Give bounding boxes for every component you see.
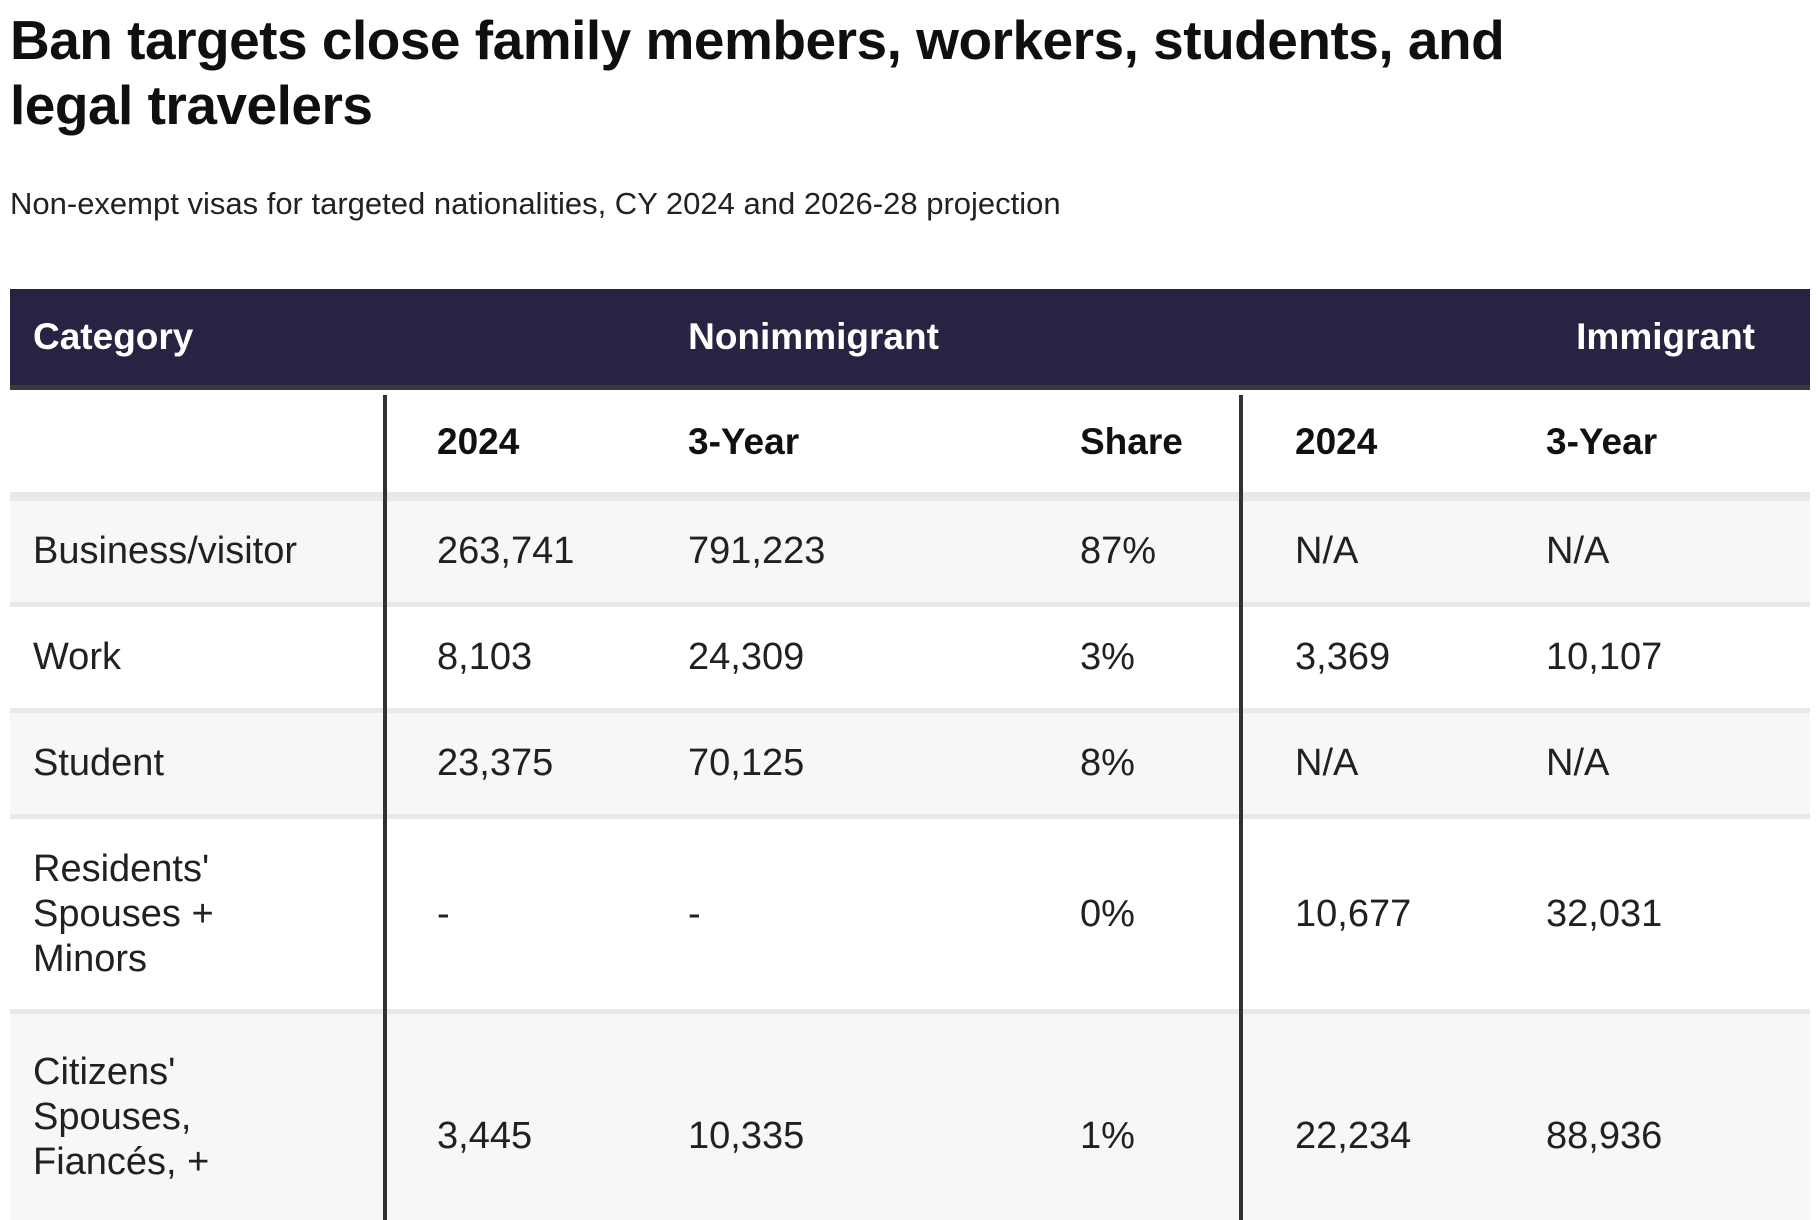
cell-imm-2024: N/A: [1295, 530, 1359, 572]
group-header-nonimmigrant: Nonimmigrant: [688, 316, 939, 357]
table-subheader-row: 2024 3-Year Share 2024 3-Year: [10, 390, 1810, 496]
subheader-share: Share: [1080, 420, 1183, 462]
cell-imm-3year: N/A: [1546, 742, 1610, 784]
table-row: Citizens' Spouses, Fiancés, + 3,445 10,3…: [10, 1009, 1810, 1220]
cell-imm-3year: 88,936: [1546, 1115, 1663, 1157]
cell-nonimm-2024: 3,445: [437, 1115, 533, 1157]
table-row: Business/visitor 263,741 791,223 87% N/A…: [10, 496, 1810, 602]
cell-nonimm-2024: 263,741: [437, 530, 575, 572]
visa-data-table: Category Nonimmigrant Immigrant 2024 3-Y…: [10, 289, 1810, 1220]
group-header-immigrant: Immigrant: [1576, 316, 1755, 357]
subheader-empty: [10, 433, 387, 449]
section-divider-left: [383, 395, 387, 1220]
subheader-imm-3year: 3-Year: [1546, 420, 1658, 462]
cell-share: 8%: [1080, 742, 1135, 784]
cell-imm-2024: 3,369: [1295, 636, 1391, 678]
cell-share: 1%: [1080, 1115, 1135, 1157]
row-category-label: Business/visitor: [33, 530, 297, 572]
cell-imm-3year: 10,107: [1546, 636, 1663, 678]
table-row: Residents' Spouses + Minors - - 0% 10,67…: [10, 814, 1810, 1009]
cell-nonimm-2024: -: [437, 892, 450, 935]
cell-nonimm-3year: 70,125: [688, 742, 805, 784]
cell-nonimm-2024: 23,375: [437, 742, 554, 784]
table-row: Student 23,375 70,125 8% N/A N/A: [10, 708, 1810, 814]
subheader-imm-2024: 2024: [1295, 420, 1378, 462]
row-category-label: Residents' Spouses + Minors: [33, 847, 214, 980]
section-divider-right: [1239, 395, 1243, 1220]
cell-nonimm-3year: -: [688, 892, 701, 935]
cell-nonimm-3year: 791,223: [688, 530, 826, 572]
cell-imm-3year: N/A: [1546, 530, 1610, 572]
cell-share: 87%: [1080, 530, 1157, 572]
table-row: Work 8,103 24,309 3% 3,369 10,107: [10, 602, 1810, 708]
row-category-label: Student: [33, 742, 164, 784]
row-category-label: Citizens' Spouses, Fiancés, +: [33, 1051, 210, 1183]
row-category-label: Work: [33, 636, 121, 678]
cell-nonimm-2024: 8,103: [437, 636, 533, 678]
page-title: Ban targets close family members, worker…: [10, 9, 1505, 136]
subheader-nonimm-3year: 3-Year: [688, 420, 800, 462]
cell-share: 0%: [1080, 892, 1135, 935]
cell-imm-2024: 10,677: [1295, 892, 1412, 935]
cell-share: 3%: [1080, 636, 1135, 678]
cell-imm-2024: 22,234: [1295, 1115, 1412, 1157]
cell-nonimm-3year: 10,335: [688, 1115, 805, 1157]
page-subtitle: Non-exempt visas for targeted nationalit…: [10, 186, 1061, 221]
cell-imm-2024: N/A: [1295, 742, 1359, 784]
table-group-header-row: Category Nonimmigrant Immigrant: [10, 289, 1810, 390]
subheader-nonimm-2024: 2024: [437, 420, 520, 462]
cell-imm-3year: 32,031: [1546, 892, 1663, 935]
cell-nonimm-3year: 24,309: [688, 636, 805, 678]
group-header-category: Category: [33, 316, 194, 357]
